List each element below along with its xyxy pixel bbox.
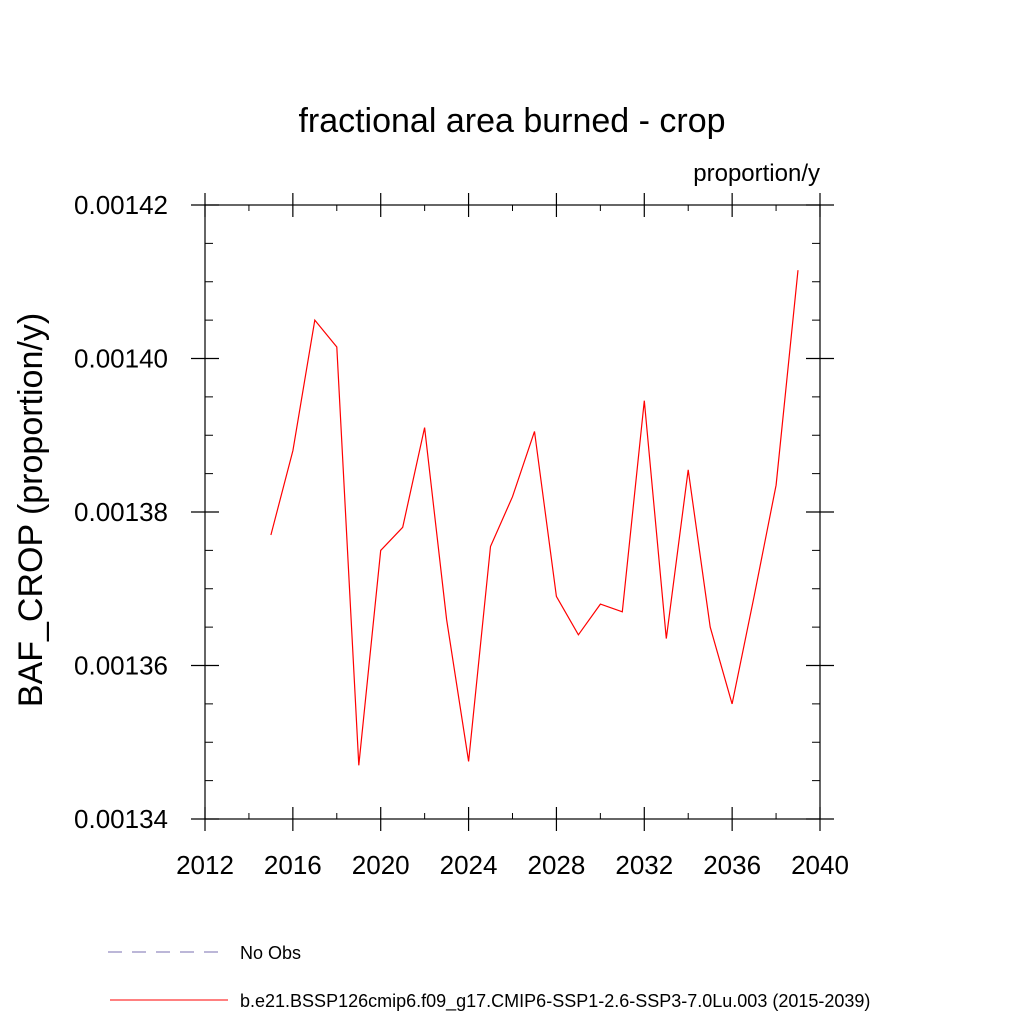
y-tick-label: 0.00142 xyxy=(74,190,168,220)
tick-labels: 2012 2016 2020 2024 2028 2032 2036 2040 0.00134 0… xyxy=(74,190,849,880)
chart-units-label: proportion/y xyxy=(693,160,820,187)
y-tick-label: 0.00138 xyxy=(74,497,168,527)
x-tick-label: 2032 xyxy=(615,850,673,880)
y-tick-label: 0.00134 xyxy=(74,804,168,834)
x-tick-label: 2040 xyxy=(791,850,849,880)
y-axis-label: BAF_CROP (proportion/y) xyxy=(12,313,50,707)
legend-label: No Obs xyxy=(240,943,301,963)
chart-title: fractional area burned - crop xyxy=(298,102,725,140)
y-tick-label: 0.00140 xyxy=(74,344,168,374)
axis-ticks xyxy=(191,193,834,831)
x-tick-label: 2020 xyxy=(352,850,410,880)
legend: No Obs b.e21.BSSP126cmip6.f09_g17.CMIP6-S… xyxy=(108,943,870,1012)
x-tick-label: 2036 xyxy=(703,850,761,880)
x-tick-label: 2012 xyxy=(176,850,234,880)
legend-label: b.e21.BSSP126cmip6.f09_g17.CMIP6-SSP1-2.… xyxy=(240,991,870,1012)
x-tick-label: 2024 xyxy=(440,850,498,880)
x-tick-label: 2016 xyxy=(264,850,322,880)
data-series xyxy=(270,270,799,766)
y-tick-label: 0.00136 xyxy=(74,651,168,681)
plot-frame xyxy=(204,204,821,820)
series-line xyxy=(270,270,799,766)
x-tick-label: 2028 xyxy=(528,850,586,880)
